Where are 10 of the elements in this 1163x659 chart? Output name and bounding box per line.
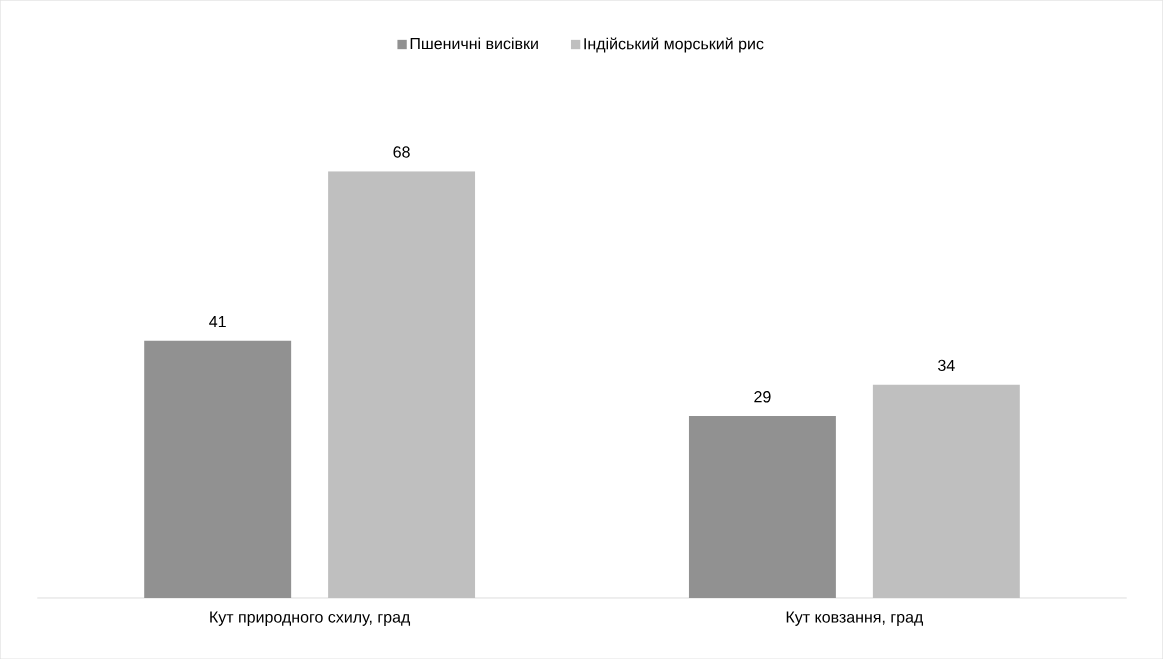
x-tick-label: Кут ковзання, град xyxy=(786,611,924,626)
bar xyxy=(144,340,292,598)
data-label: 68 xyxy=(393,146,410,158)
bar xyxy=(688,415,836,598)
data-label: 41 xyxy=(209,316,226,328)
x-tick-label: Кут природного схилу, град xyxy=(210,611,411,626)
legend-label: Індійський морський рис xyxy=(584,37,764,53)
legend-label: Пшеничні висівки xyxy=(410,37,538,50)
data-label: 29 xyxy=(754,390,771,403)
data-label: 34 xyxy=(938,359,955,371)
